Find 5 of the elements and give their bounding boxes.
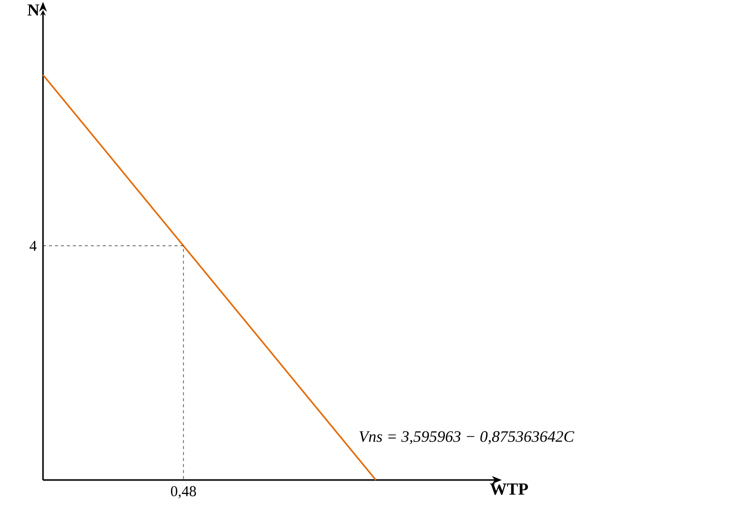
text: 0,48: [170, 486, 196, 498]
x-axis-title: WTP: [490, 484, 528, 495]
annotation: Vns = 3,595963 − 0,875363642C: [359, 431, 574, 444]
y-axis-title: N: [28, 4, 40, 16]
text: 4: [30, 240, 37, 251]
